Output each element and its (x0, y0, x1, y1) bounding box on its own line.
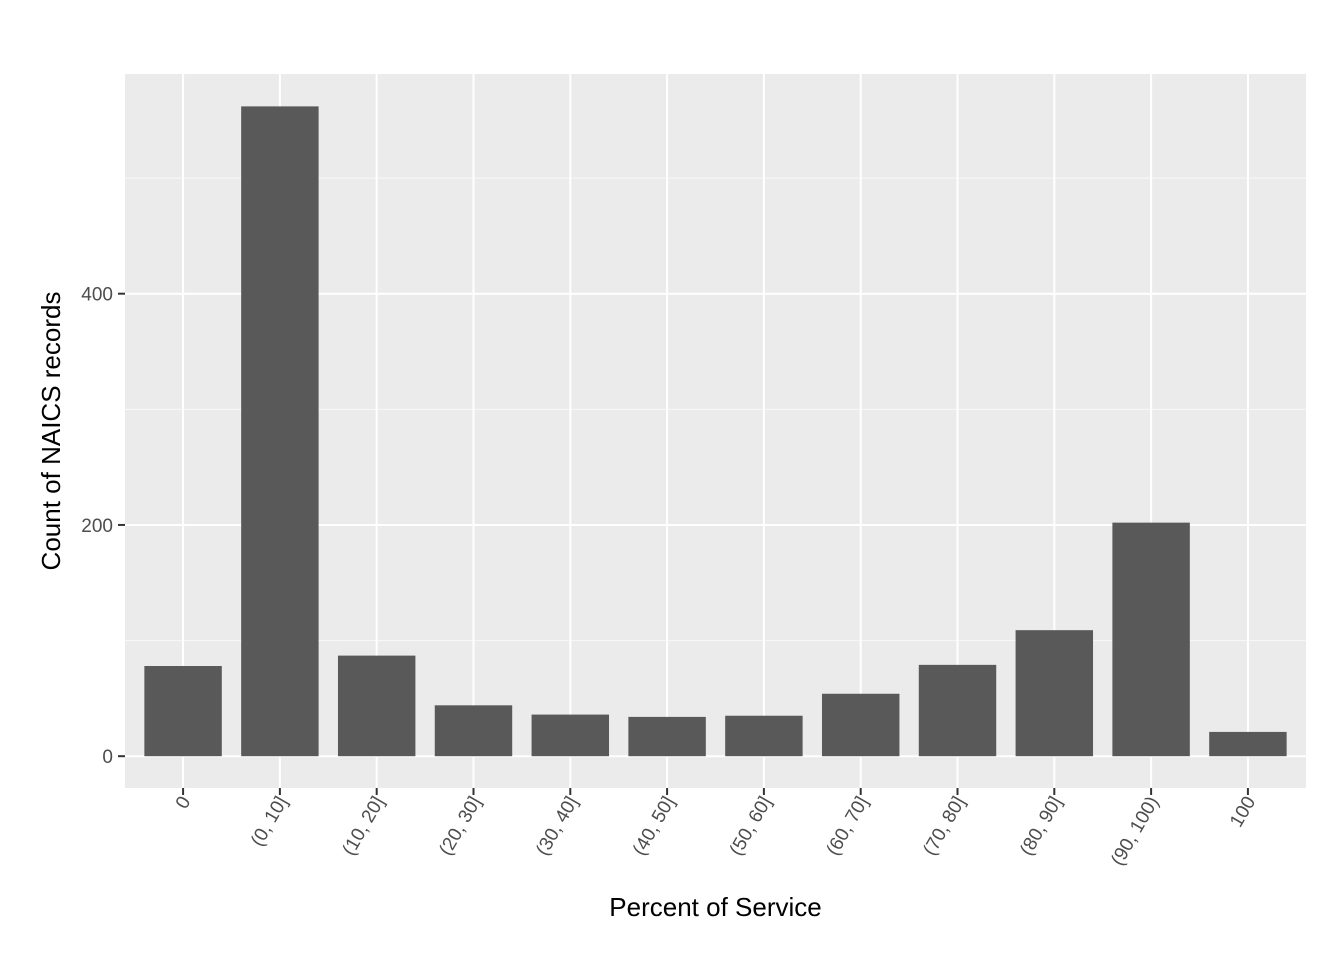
y-tick-label: 400 (81, 285, 113, 306)
x-tick-label: 100 (1226, 793, 1260, 831)
bar (821, 693, 900, 757)
x-tick-label: (20, 30] (435, 793, 485, 859)
bar (725, 715, 803, 757)
bar (628, 716, 706, 757)
plot-panel (125, 74, 1306, 788)
bar (1112, 522, 1190, 757)
x-tick-label: (10, 20] (339, 793, 389, 859)
x-tick-label: (30, 40] (532, 793, 582, 859)
x-tick-label: (50, 60] (726, 793, 776, 859)
bar (434, 705, 513, 757)
x-tick-label: (80, 90] (1016, 793, 1066, 859)
x-tick-label: (0, 10] (247, 793, 292, 850)
minor-gridlines (125, 177, 1306, 642)
bars (144, 106, 1287, 757)
bar (918, 664, 997, 757)
x-tick-label: (60, 70] (823, 793, 873, 859)
y-tick-label: 200 (81, 516, 113, 537)
x-tick-label: (70, 80] (919, 793, 969, 859)
x-tick-label: (90, 100) (1107, 793, 1163, 869)
x-axis-title: Percent of Service (609, 892, 821, 922)
bar (337, 655, 416, 757)
bar (144, 666, 222, 757)
y-tick-label: 0 (102, 747, 113, 768)
x-tick-label: (40, 50] (629, 793, 679, 859)
x-axis: 0 (0, 10] (10, 20] (20, 30] (30, 40] (40, 50]… (172, 788, 1260, 869)
y-axis: 0 200 400 (81, 285, 125, 768)
bar (1209, 731, 1287, 757)
bar (241, 106, 319, 757)
y-axis-title: Count of NAICS records (36, 292, 66, 571)
bar (531, 714, 610, 757)
bar (1015, 630, 1094, 757)
x-tick-label: 0 (172, 793, 195, 813)
